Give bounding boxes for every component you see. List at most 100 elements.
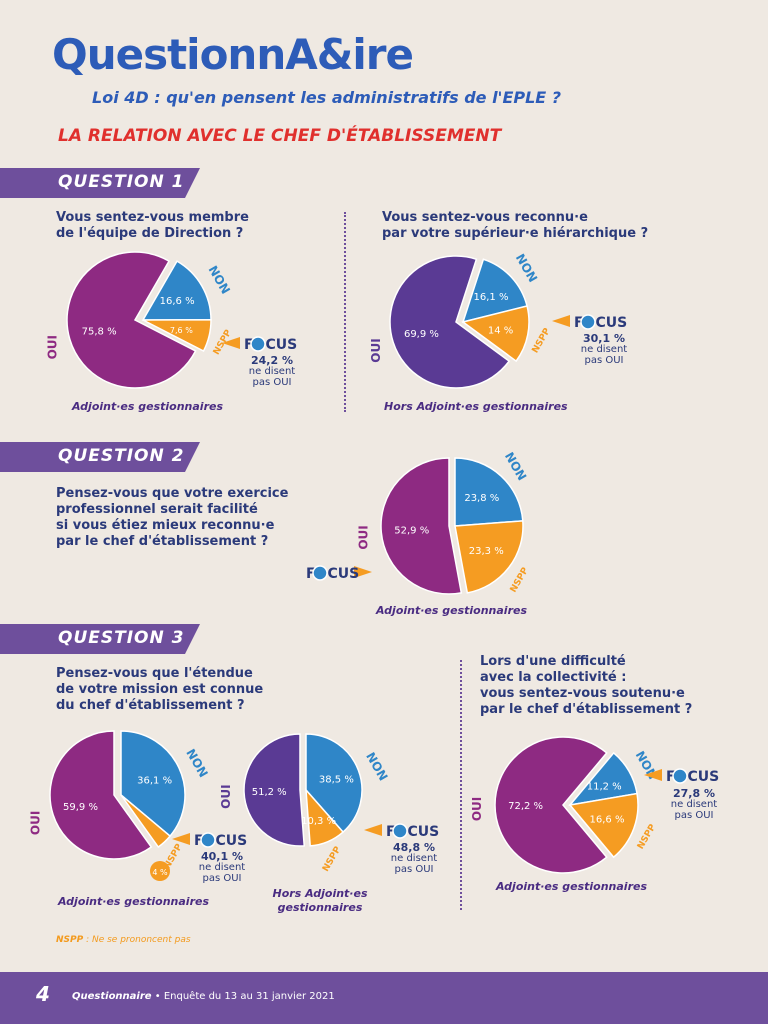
question-2-banner: QUESTION 2 bbox=[0, 442, 200, 472]
q3a-focus-arrow bbox=[172, 833, 190, 845]
q1b-focus-text: ne disent pas OUI bbox=[580, 344, 628, 366]
q1a-slice-nspp bbox=[142, 318, 212, 353]
q3b-focus-note: 48,8 % ne disent pas OUI bbox=[384, 842, 444, 875]
q3c-caption: Adjoint·es gestionnaires bbox=[496, 880, 648, 893]
q2-focus-arrow bbox=[354, 566, 372, 578]
q3c-value-non: 11,2 % bbox=[587, 781, 622, 792]
q1b-label-non: NON bbox=[513, 251, 540, 284]
q1a-label-oui: OUI bbox=[45, 335, 59, 359]
q3a-focus-eye-icon bbox=[200, 832, 216, 848]
q1a-focus-value: 24,2 % bbox=[251, 354, 293, 367]
q1a-value-oui: 75,8 % bbox=[82, 327, 117, 338]
q1b-caption: Hors Adjoint·es gestionnaires bbox=[384, 400, 568, 413]
q1b-slice-non bbox=[461, 258, 528, 324]
q1b-value-non: 16,1 % bbox=[474, 292, 509, 303]
q3c-slice-nspp bbox=[568, 792, 639, 859]
q3a-focus-note: 40,1 % ne disent pas OUI bbox=[192, 851, 252, 884]
q3c-label-oui: OUI bbox=[470, 797, 484, 821]
q1b-focus-eye-icon bbox=[580, 314, 596, 330]
q1b-label-oui: OUI bbox=[369, 338, 383, 362]
q3b-value-oui: 51,2 % bbox=[252, 787, 287, 798]
q1b-label-nspp: NSPP bbox=[531, 326, 553, 355]
q3b-caption: Hors Adjoint·es gestionnaires bbox=[272, 887, 368, 914]
q3-left-question: Pensez-vous que l'étendue de votre missi… bbox=[56, 666, 264, 713]
q3c-focus-note: 27,8 % ne disent pas OUI bbox=[664, 788, 724, 821]
q3a-slice-nspp bbox=[120, 794, 172, 849]
q3b-slice-non bbox=[305, 733, 363, 834]
q3a-label-oui: OUI bbox=[29, 811, 43, 835]
q1a-caption: Adjoint·es gestionnaires bbox=[72, 400, 224, 413]
q1b-slice-nspp bbox=[461, 305, 530, 363]
q1a-label-non: NON bbox=[205, 263, 232, 296]
q3a-value-oui: 59,9 % bbox=[63, 802, 98, 813]
logo: QuestionnA&ire bbox=[52, 30, 414, 79]
q2-slice-nspp bbox=[454, 520, 524, 594]
q3c-focus-value: 27,8 % bbox=[673, 787, 715, 800]
question-3-label: QUESTION 3 bbox=[58, 628, 185, 648]
q3b-focus-eye-icon bbox=[392, 823, 408, 839]
q3b-label-non: NON bbox=[363, 750, 390, 783]
q1b-focus-note: 30,1 % ne disent pas OUI bbox=[574, 333, 634, 366]
q3a-caption: Adjoint·es gestionnaires bbox=[58, 895, 210, 908]
q2-label-nspp: NSPP bbox=[509, 566, 531, 595]
q3c-focus-arrow bbox=[644, 769, 662, 781]
footer-survey-dates: • Enquête du 13 au 31 janvier 2021 bbox=[151, 991, 335, 1002]
q3c-focus-eye-icon bbox=[672, 768, 688, 784]
q3a-focus-text: ne disent pas OUI bbox=[198, 862, 246, 884]
q3c-value-nspp: 16,6 % bbox=[590, 815, 625, 826]
q3b-label-oui: OUI bbox=[219, 784, 233, 808]
q3b-value-non: 38,5 % bbox=[319, 775, 354, 786]
q3b-focus-text: ne disent pas OUI bbox=[390, 853, 438, 875]
q1-right-question: Vous sentez-vous reconnu·e par votre sup… bbox=[382, 210, 649, 241]
question-2-label: QUESTION 2 bbox=[58, 446, 185, 466]
q3c-slice-oui bbox=[494, 736, 608, 874]
legend-key: NSPP bbox=[56, 935, 84, 945]
q2-value-non: 23,8 % bbox=[464, 493, 499, 504]
q3a-label-nspp: NSPP bbox=[163, 842, 185, 871]
q3c-focus-text: ne disent pas OUI bbox=[670, 799, 718, 821]
q2-slice-oui bbox=[380, 457, 463, 595]
q1b-value-nspp: 14 % bbox=[488, 325, 513, 336]
q3-divider bbox=[460, 660, 462, 910]
pie-charts: 16,6 % NON 7,6 % NSPP 75,8 % OUI 16,1 % NON 14 %… bbox=[29, 251, 719, 881]
q3a-nspp-bubble bbox=[150, 861, 170, 881]
q1-divider bbox=[344, 212, 346, 412]
q3a-value-nspp: 4 % bbox=[152, 868, 168, 877]
q1b-focus-value: 30,1 % bbox=[583, 332, 625, 345]
q1a-focus-arrow bbox=[222, 337, 240, 349]
q1b-focus-arrow bbox=[552, 315, 570, 327]
q3c-value-oui: 72,2 % bbox=[508, 801, 543, 812]
page-number: 4 bbox=[36, 982, 50, 1006]
legend-text: : Ne se prononcent pas bbox=[83, 935, 191, 945]
q3b-label-nspp: NSPP bbox=[321, 845, 343, 874]
subtitle: Loi 4D : qu'en pensent les administratif… bbox=[92, 88, 562, 107]
q2-question: Pensez-vous que votre exercice professio… bbox=[56, 486, 289, 549]
q1a-value-nspp: 7,6 % bbox=[170, 326, 193, 335]
q3b-slice-oui bbox=[243, 733, 306, 847]
q1a-value-non: 16,6 % bbox=[160, 296, 195, 307]
q1a-slice-oui bbox=[66, 251, 197, 389]
q3b-slice-nspp bbox=[305, 787, 345, 847]
footer-title: Questionnaire bbox=[72, 991, 152, 1002]
q1a-focus-text: ne disent pas OUI bbox=[248, 366, 296, 388]
q1a-focus-note: 24,2 % ne disent pas OUI bbox=[242, 355, 302, 388]
q3-right-question: Lors d'une difficulté avec la collectivi… bbox=[480, 654, 693, 717]
q3a-slice-non bbox=[120, 730, 186, 838]
q3a-label-non: NON bbox=[183, 747, 210, 780]
question-1-banner: QUESTION 1 bbox=[0, 168, 200, 198]
q1-left-question: Vous sentez-vous membre de l'équipe de D… bbox=[56, 210, 249, 241]
question-1-label: QUESTION 1 bbox=[58, 172, 185, 192]
q3a-value-non: 36,1 % bbox=[137, 775, 172, 786]
q1a-slice-non bbox=[141, 260, 212, 321]
q2-caption: Adjoint·es gestionnaires bbox=[376, 604, 528, 617]
section-title: LA RELATION AVEC LE CHEF D'ÉTABLISSEMENT bbox=[58, 126, 502, 146]
q2-focus-eye-icon bbox=[312, 565, 328, 581]
q3b-value-nspp: 10,3 % bbox=[301, 816, 336, 827]
q2-value-oui: 52,9 % bbox=[394, 525, 429, 536]
question-3-banner: QUESTION 3 bbox=[0, 624, 200, 654]
q1a-focus-eye-icon bbox=[250, 336, 266, 352]
nspp-legend: NSPP : Ne se prononcent pas bbox=[56, 935, 191, 945]
q3c-label-nspp: NSPP bbox=[636, 822, 658, 851]
q2-slice-non bbox=[454, 457, 524, 527]
q3a-focus-value: 40,1 % bbox=[201, 850, 243, 863]
